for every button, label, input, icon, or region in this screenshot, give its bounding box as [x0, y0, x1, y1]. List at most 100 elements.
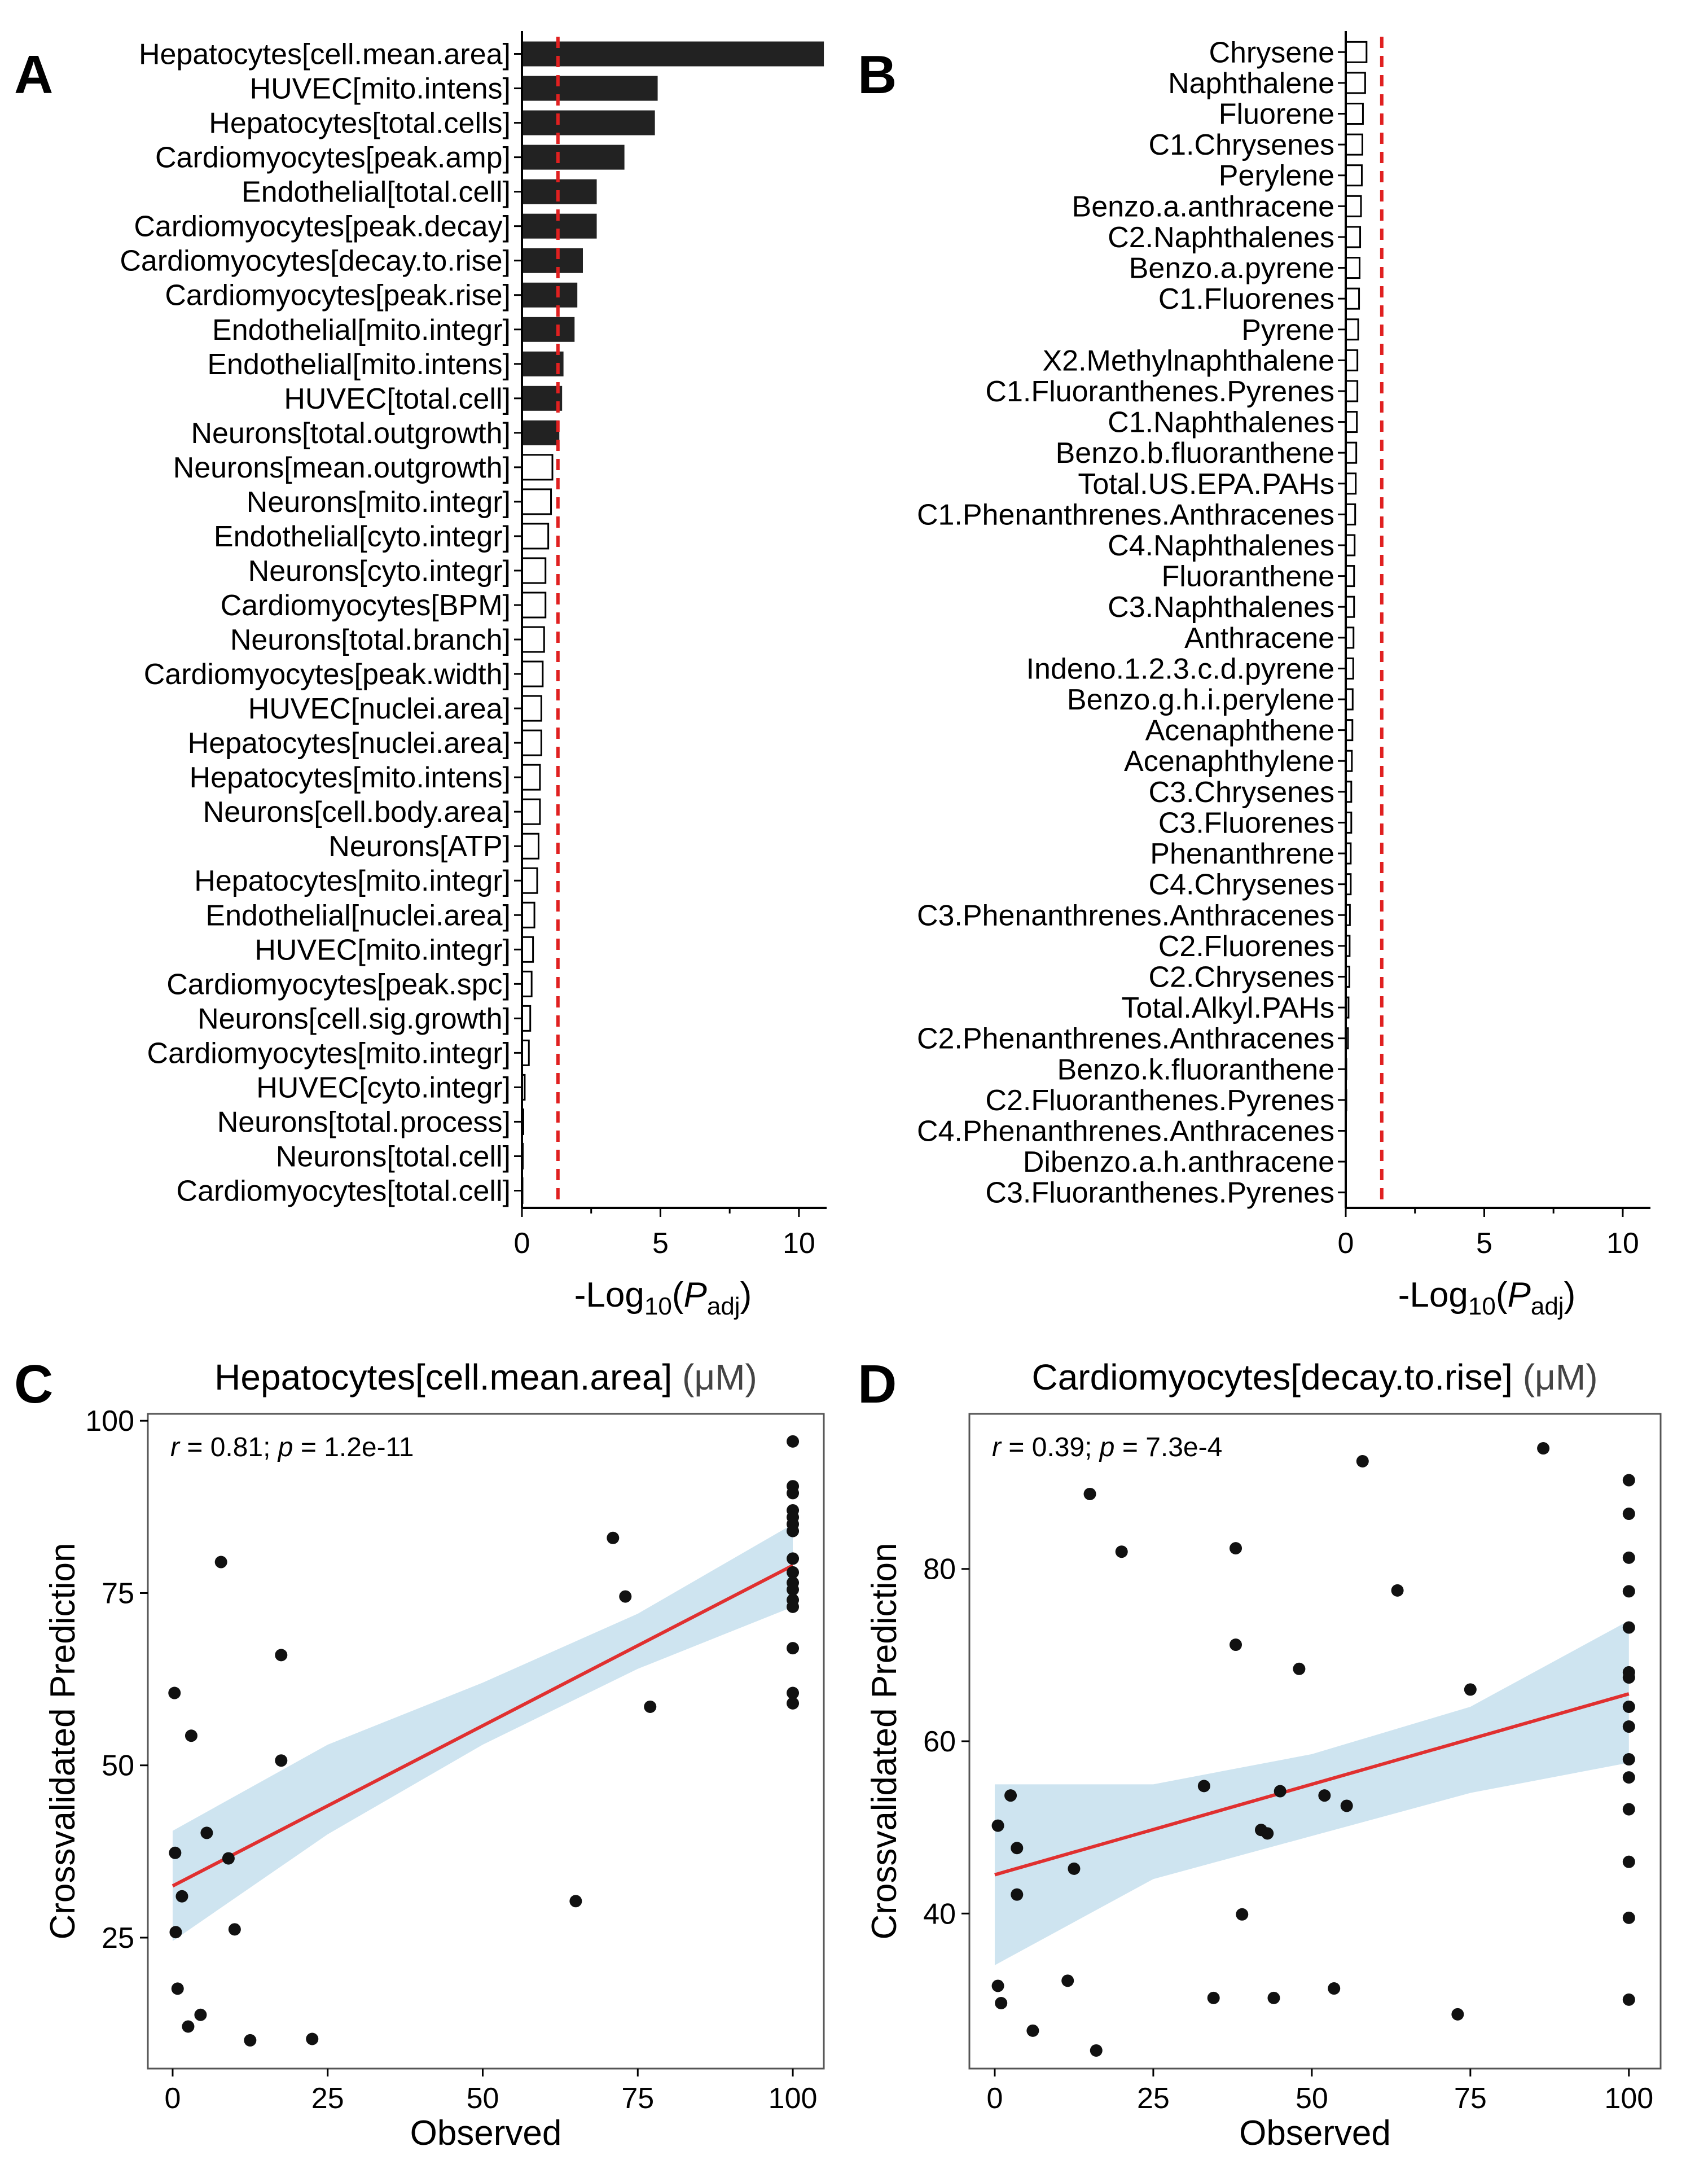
- bar-nonsignificant: [1345, 72, 1366, 94]
- regression-line: [994, 1692, 1630, 1877]
- data-point: [1622, 1993, 1635, 2006]
- x-axis-title-subscript: 10: [644, 1293, 672, 1320]
- category-label: Cardiomyocytes[mito.integr]: [147, 1037, 511, 1070]
- data-point: [1464, 1683, 1477, 1696]
- x-axis-title-subscript: 10: [1468, 1293, 1496, 1320]
- bar-nonsignificant: [1345, 257, 1361, 279]
- y-tick-label: 75: [102, 1577, 134, 1610]
- x-tick-label: 0: [514, 1227, 530, 1260]
- x-tick-label: 50: [1296, 2082, 1328, 2115]
- x-axis-title-italic: P: [1507, 1276, 1530, 1315]
- x-axis-title-italic-subscript: adj: [707, 1293, 740, 1320]
- category-label: Fluoranthene: [1162, 560, 1334, 593]
- bar-nonsignificant: [521, 729, 542, 756]
- bar-nonsignificant: [521, 592, 547, 619]
- category-label: Benzo.g.h.i.perylene: [1067, 684, 1334, 716]
- y-tick-label: 50: [102, 1750, 134, 1782]
- bar-significant: [522, 76, 658, 101]
- x-tick-label: 0: [165, 2082, 181, 2115]
- y-axis-title: Crossvalidated Prediction: [865, 1543, 904, 1939]
- category-label: Acenaphthylene: [1124, 745, 1334, 778]
- bar-nonsignificant: [1345, 195, 1362, 217]
- bar-nonsignificant: [521, 798, 541, 825]
- data-point: [1622, 1803, 1635, 1816]
- x-tick-label: 25: [1137, 2082, 1170, 2115]
- category-label: Naphthalene: [1168, 67, 1334, 100]
- y-tick-label: 60: [923, 1725, 956, 1758]
- category-label: Phenanthrene: [1150, 838, 1334, 870]
- bar-nonsignificant: [521, 1005, 532, 1032]
- y-tick-label: 80: [923, 1553, 956, 1586]
- category-label: Benzo.b.fluoranthene: [1056, 437, 1334, 470]
- category-label: Dibenzo.a.h.anthracene: [1023, 1146, 1334, 1178]
- data-point: [182, 2020, 195, 2033]
- panel-c: C Hepatocytes[cell.mean.area] (μM) 0 25 50 75…: [14, 1354, 825, 2153]
- bar-nonsignificant: [521, 660, 544, 687]
- category-label: Hepatocytes[nuclei.area]: [188, 727, 511, 760]
- x-axis-title-open: (: [672, 1276, 684, 1315]
- data-point: [787, 1566, 800, 1579]
- panel-b: B ChryseneNaphthaleneFluoreneC1.Chrysenes…: [858, 31, 1650, 1320]
- category-label: Endothelial[mito.intens]: [207, 348, 511, 381]
- x-axis-title: Observed: [1239, 2114, 1391, 2153]
- x-axis-title-italic-subscript: adj: [1531, 1293, 1564, 1320]
- category-label: Acenaphthene: [1145, 715, 1334, 747]
- stat-r-label: r: [170, 1432, 181, 1462]
- bar-significant: [522, 282, 578, 308]
- category-label: Neurons[ATP]: [328, 830, 511, 863]
- category-label: C3.Fluorenes: [1158, 807, 1334, 839]
- bar-nonsignificant: [1345, 411, 1358, 433]
- data-point: [1391, 1584, 1404, 1597]
- category-label: HUVEC[mito.intens]: [250, 73, 511, 106]
- data-point: [194, 2008, 207, 2021]
- stat-p-label: p: [277, 1432, 293, 1462]
- data-point: [1267, 1991, 1280, 2004]
- data-point: [1622, 1855, 1635, 1868]
- data-point: [991, 1979, 1004, 1992]
- data-point: [1236, 1908, 1249, 1921]
- category-label: C1.Phenanthrenes.Anthracenes: [917, 498, 1334, 531]
- category-label: C1.Fluoranthenes.Pyrenes: [985, 375, 1334, 408]
- bar-nonsignificant: [1345, 534, 1356, 557]
- category-label: HUVEC[total.cell]: [284, 383, 511, 415]
- bar-nonsignificant: [1345, 472, 1357, 495]
- x-tick-label: 100: [1604, 2082, 1653, 2115]
- bar-significant: [522, 317, 575, 342]
- data-point: [1356, 1454, 1369, 1467]
- bar-significant: [522, 41, 824, 67]
- bar-nonsignificant: [521, 488, 552, 515]
- bar-nonsignificant: [1345, 226, 1362, 248]
- data-point: [1207, 1991, 1220, 2004]
- bar-nonsignificant: [1345, 503, 1356, 525]
- data-point: [1197, 1780, 1210, 1793]
- bar-nonsignificant: [521, 833, 539, 860]
- category-label: C3.Naphthalenes: [1108, 591, 1334, 624]
- data-point: [619, 1590, 632, 1603]
- category-label: C3.Fluoranthenes.Pyrenes: [985, 1177, 1334, 1210]
- category-label: C4.Phenanthrenes.Anthracenes: [917, 1115, 1334, 1147]
- category-label: X2.Methylnaphthalene: [1043, 344, 1335, 377]
- bar-nonsignificant: [1345, 380, 1359, 402]
- category-label: C1.Naphthalenes: [1108, 406, 1334, 439]
- category-label: C4.Naphthalenes: [1108, 529, 1334, 562]
- category-label: Pyrene: [1241, 314, 1334, 347]
- x-axis-title-close: ): [740, 1276, 752, 1315]
- data-point: [607, 1531, 620, 1544]
- x-axis-title: -Log10(Padj): [1398, 1276, 1575, 1320]
- category-label: Hepatocytes[mito.intens]: [190, 761, 511, 794]
- category-label: Endothelial[mito.integr]: [212, 314, 511, 347]
- category-label: C1.Chrysenes: [1149, 129, 1334, 161]
- x-tick-label: 0: [1338, 1227, 1354, 1260]
- correlation-stat: r = 0.81; p = 1.2e-11: [170, 1432, 414, 1462]
- data-point: [787, 1686, 800, 1699]
- category-label: Neurons[total.cell]: [276, 1140, 511, 1173]
- data-point: [169, 1846, 182, 1859]
- category-label: C2.Chrysenes: [1149, 961, 1334, 993]
- bar-significant: [522, 420, 560, 445]
- category-label: C2.Phenanthrenes.Anthracenes: [917, 1023, 1334, 1055]
- data-point: [222, 1852, 235, 1865]
- data-point: [275, 1649, 288, 1662]
- data-point: [228, 1923, 241, 1936]
- correlation-stat: r = 0.39; p = 7.3e-4: [992, 1432, 1222, 1462]
- data-point: [1622, 1911, 1635, 1924]
